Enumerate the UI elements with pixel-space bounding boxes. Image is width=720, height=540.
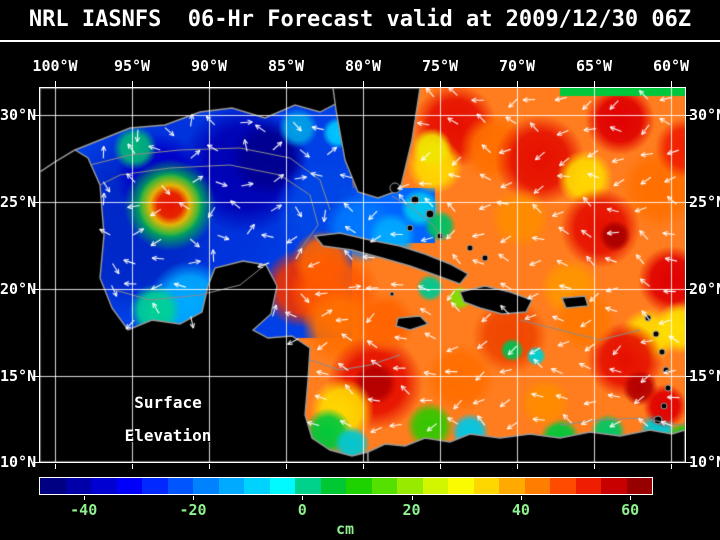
colorbar-segment <box>142 478 168 494</box>
lat-tick-mark <box>33 202 39 203</box>
figure-title: NRL IASNFS 06-Hr Forecast valid at 2009/… <box>28 7 692 32</box>
lat-tick-mark <box>33 376 39 377</box>
colorbar <box>39 477 653 495</box>
lon-tick-mark <box>517 464 518 469</box>
lon-tick-mark <box>209 464 210 469</box>
colorbar-segment <box>499 478 525 494</box>
colorbar-tick-mark <box>520 496 522 500</box>
lon-tick-mark <box>55 464 56 469</box>
colorbar-segment <box>550 478 576 494</box>
lat-tick-label: 30°N <box>0 106 37 124</box>
lon-tick-mark <box>132 464 133 469</box>
colorbar-segment <box>116 478 142 494</box>
surface-elevation-label: Surface Elevation <box>98 386 238 452</box>
colorbar-tick-label: -20 <box>179 501 207 519</box>
lon-tick-mark <box>286 81 287 87</box>
lon-tick-mark <box>594 464 595 469</box>
lat-tick-label: 10°N <box>689 453 720 471</box>
colorbar-segment <box>40 478 66 494</box>
colorbar-segment <box>473 478 499 494</box>
title-divider <box>0 40 720 42</box>
colorbar-tick-label: 0 <box>297 501 307 519</box>
colorbar-tick-label: 40 <box>511 501 530 519</box>
colorbar-segment <box>65 478 91 494</box>
colorbar-tick-mark <box>411 496 413 500</box>
lat-tick-mark <box>686 115 692 116</box>
lat-tick-mark <box>686 462 692 463</box>
lat-tick-label: 25°N <box>0 193 37 211</box>
lat-tick-mark <box>33 289 39 290</box>
lon-tick-mark <box>55 81 56 87</box>
colorbar-segment <box>422 478 448 494</box>
lat-tick-label: 25°N <box>689 193 720 211</box>
colorbar-segment <box>346 478 372 494</box>
colorbar-tick-label: 20 <box>402 501 421 519</box>
lat-tick-mark <box>33 462 39 463</box>
annotation-line-2: Elevation <box>124 426 212 445</box>
lon-tick-mark <box>440 464 441 469</box>
lat-tick-mark <box>686 289 692 290</box>
colorbar-segment <box>320 478 346 494</box>
colorbar-tick-mark <box>630 496 632 500</box>
lon-tick-mark <box>209 81 210 87</box>
colorbar-segment <box>218 478 244 494</box>
lon-tick-mark <box>594 81 595 87</box>
colorbar-tick-mark <box>302 496 304 500</box>
colorbar-segment <box>269 478 295 494</box>
lon-tick-mark <box>671 81 672 87</box>
lon-tick-mark <box>363 81 364 87</box>
colorbar-tick-mark <box>83 496 85 500</box>
map-frame: Surface Elevation <box>39 87 686 463</box>
lon-tick-label: 70°W <box>498 57 536 75</box>
surface-elevation-map <box>40 88 685 462</box>
lat-tick-mark <box>686 376 692 377</box>
lon-tick-label: 95°W <box>113 57 151 75</box>
annotation-line-1: Surface <box>134 393 202 412</box>
colorbar-segment <box>244 478 270 494</box>
lon-tick-mark <box>440 81 441 87</box>
lon-tick-label: 85°W <box>267 57 305 75</box>
lon-tick-mark <box>517 81 518 87</box>
lon-tick-label: 80°W <box>344 57 382 75</box>
colorbar-segment <box>167 478 193 494</box>
colorbar-tick-label: -40 <box>70 501 98 519</box>
colorbar-tick-mark <box>193 496 194 500</box>
lat-tick-mark <box>686 202 692 203</box>
lon-tick-label: 75°W <box>421 57 459 75</box>
lon-tick-mark <box>671 464 672 469</box>
lat-tick-mark <box>33 115 39 116</box>
colorbar-segment <box>295 478 321 494</box>
lon-tick-label: 90°W <box>190 57 228 75</box>
colorbar-segment <box>575 478 601 494</box>
colorbar-segment <box>397 478 423 494</box>
lat-tick-label: 10°N <box>0 453 37 471</box>
lat-tick-label: 15°N <box>0 367 37 385</box>
colorbar-segment <box>626 478 652 494</box>
colorbar-segment <box>91 478 117 494</box>
colorbar-unit-label: cm <box>335 520 355 538</box>
lon-tick-mark <box>286 464 287 469</box>
colorbar-segment <box>193 478 219 494</box>
colorbar-segment <box>448 478 474 494</box>
lon-tick-mark <box>363 464 364 469</box>
lon-tick-label: 65°W <box>575 57 613 75</box>
lon-tick-label: 60°W <box>652 57 690 75</box>
colorbar-segment <box>371 478 397 494</box>
colorbar-tick-label: 60 <box>621 501 640 519</box>
lat-tick-label: 20°N <box>689 280 720 298</box>
lat-tick-label: 30°N <box>689 106 720 124</box>
colorbar-segment <box>601 478 627 494</box>
lon-tick-label: 100°W <box>32 57 78 75</box>
colorbar-segment <box>524 478 550 494</box>
lat-tick-label: 20°N <box>0 280 37 298</box>
lat-tick-label: 15°N <box>689 367 720 385</box>
lon-tick-mark <box>132 81 133 87</box>
